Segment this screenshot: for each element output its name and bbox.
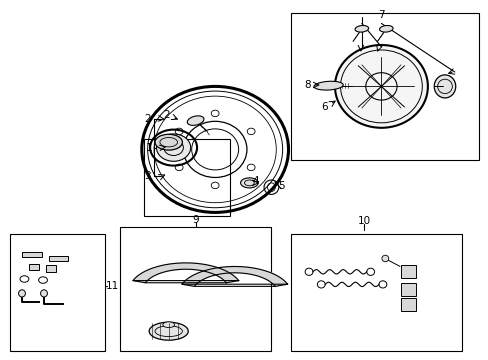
Bar [49,256,68,261]
Bar [29,264,39,270]
Polygon shape [182,266,287,286]
Bar [46,265,56,272]
Ellipse shape [433,75,455,98]
Ellipse shape [149,322,188,340]
Text: 7: 7 [377,10,384,20]
Text: 6: 6 [320,102,327,112]
Ellipse shape [155,134,182,150]
Ellipse shape [19,290,25,297]
Text: 5: 5 [277,181,284,191]
Ellipse shape [379,26,392,32]
Bar [400,298,415,311]
Ellipse shape [313,81,343,90]
Text: 4: 4 [252,176,259,186]
Text: 9: 9 [192,215,199,225]
Bar [120,227,271,351]
Bar [400,265,415,278]
Text: 2: 2 [144,114,151,124]
Bar [400,283,415,296]
Text: 10: 10 [357,216,370,226]
Bar [22,252,41,257]
Text: 11: 11 [105,281,119,291]
Ellipse shape [187,116,203,125]
Bar [290,13,478,160]
Polygon shape [133,263,238,283]
Bar [10,234,105,351]
Ellipse shape [240,178,258,188]
Bar [290,234,461,351]
Ellipse shape [381,255,388,262]
Ellipse shape [41,290,47,297]
Text: 3: 3 [144,171,151,181]
Ellipse shape [163,322,174,328]
Text: 8: 8 [303,80,310,90]
Bar [144,139,229,216]
Ellipse shape [156,134,190,161]
Text: 2: 2 [163,110,169,120]
Ellipse shape [334,45,427,128]
Ellipse shape [354,26,368,32]
Text: 1: 1 [145,143,152,153]
